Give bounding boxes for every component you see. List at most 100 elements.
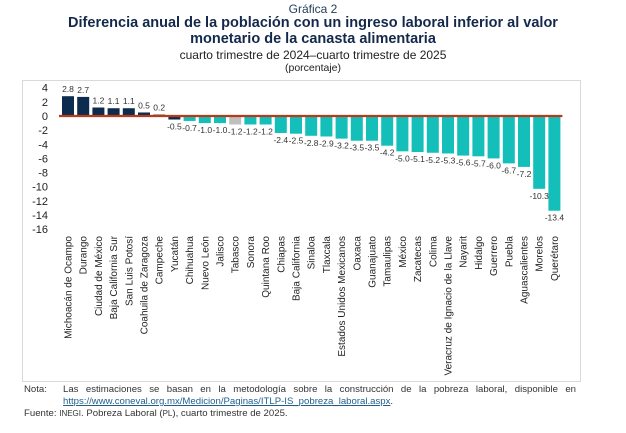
data-label: -6.7 (501, 165, 516, 175)
chart-subtitle: cuarto trimestre de 2024–cuarto trimestr… (179, 48, 447, 62)
data-label: -0.7 (182, 123, 197, 133)
bar (502, 116, 515, 164)
y-tick-label: -10 (32, 182, 48, 194)
data-label: 1.1 (123, 96, 135, 106)
data-label: 1.1 (108, 96, 120, 106)
chart-title: Diferencia anual de la población con un … (0, 15, 626, 47)
x-tick-label: Sinaloa (307, 236, 318, 270)
x-tick-label: Guanajuato (368, 236, 379, 288)
bar (274, 116, 287, 133)
bar (487, 116, 500, 159)
bar (320, 116, 333, 137)
data-label: -5.6 (456, 158, 471, 168)
category-labels: Michoacán de Ocampo Durango Ciudad de Méxi… (64, 235, 561, 375)
bar (472, 116, 485, 157)
data-label: -5.0 (395, 153, 410, 163)
data-label: -10.3 (530, 191, 550, 201)
x-tick-label: Puebla (504, 236, 515, 268)
source-label: Fuente: (24, 408, 57, 419)
x-tick-label: Querétaro (550, 236, 561, 281)
bar (457, 116, 470, 156)
x-tick-label: México (398, 236, 409, 268)
x-tick-label: Baja California (292, 236, 303, 301)
chart-note: Nota: Las estimaciones se basan en la me… (24, 384, 576, 408)
y-tick-label: -14 (32, 210, 48, 222)
x-tick-label: Quintana Roo (261, 236, 272, 298)
data-label: -1.0 (213, 125, 228, 135)
bar (335, 116, 348, 139)
bar (183, 116, 196, 121)
x-tick-label: Coahuila de Zaragoza (140, 236, 151, 335)
x-tick-label: Colima (428, 236, 439, 268)
bar (396, 116, 409, 152)
x-tick-label: Oaxaca (352, 236, 363, 271)
x-tick-label: Chihuahua (185, 236, 196, 285)
data-label: 2.8 (62, 84, 74, 94)
bar (426, 116, 439, 153)
x-tick-label: Ciudad de México (94, 236, 105, 316)
data-label: 2.7 (77, 85, 89, 95)
data-label: 1.2 (92, 96, 104, 106)
bar (381, 116, 394, 146)
x-tick-label: Veracruz de Ignacio de la Llave (444, 236, 455, 376)
y-tick-label: -12 (32, 196, 48, 208)
data-label: -1.0 (197, 125, 212, 135)
note-end: . (390, 396, 394, 407)
y-tick-label: 2 (42, 97, 48, 109)
bar (548, 116, 561, 211)
data-label: -5.2 (425, 155, 440, 165)
x-tick-label: Hidalgo (474, 236, 485, 270)
data-label: -5.7 (471, 158, 486, 168)
data-label: -5.1 (410, 154, 425, 164)
bar (442, 116, 454, 154)
bar (290, 116, 302, 134)
bar (138, 112, 150, 116)
y-tick-label: 4 (42, 83, 48, 95)
bar (411, 116, 424, 153)
bar (533, 116, 546, 189)
y-tick-label: -8 (38, 168, 48, 180)
data-label: -2.4 (273, 135, 288, 145)
bar (214, 116, 226, 124)
x-tick-label: Tabasco (231, 236, 242, 274)
source-org: INEGI (59, 409, 81, 418)
x-tick-label: Tamaulipas (383, 236, 394, 287)
y-tick-label: -2 (38, 125, 48, 137)
source-abbr: PL (162, 409, 173, 418)
data-label: -1.2 (243, 126, 258, 136)
y-axis: 4 2 0 -2 -4 -6 -8 -10 -12 -14 -16 (32, 83, 48, 236)
note-link[interactable]: https://www.coneval.org.mx/Medicion/Pagi… (63, 396, 391, 407)
bar (350, 116, 363, 141)
data-label: -2.8 (304, 138, 319, 148)
chart-frame (22, 80, 581, 382)
x-tick-label: Yucatán (170, 236, 181, 272)
x-tick-label: Morelos (535, 236, 546, 272)
bar (122, 108, 135, 116)
x-tick-label: Nuevo León (200, 236, 211, 290)
note-text: Las estimaciones se basan en la metodolo… (63, 384, 576, 395)
x-tick-label: Campeche (155, 236, 166, 285)
data-label: -2.5 (289, 136, 304, 146)
bar (198, 116, 211, 124)
value-labels: 2.8 2.71.2 1.1 1.1 0.5 0.2-0.5 -0.7 -1.0 -1.0 -1.… (62, 84, 564, 223)
chart-unit: (porcentaje) (284, 62, 342, 74)
bar (518, 116, 530, 167)
chart-title-line-2: monetario de la canasta alimentaria (190, 31, 436, 47)
y-tick-label: -6 (38, 153, 48, 165)
bar (77, 96, 90, 116)
x-tick-label: San Luis Potosí (124, 236, 135, 306)
x-tick-label: Nayarit (459, 236, 470, 268)
bar (259, 116, 272, 125)
data-label: -1.2 (228, 126, 243, 136)
data-label: -4.2 (380, 148, 395, 158)
data-label: -6.0 (486, 160, 501, 170)
x-tick-label: Tlaxcala (322, 236, 333, 274)
data-label: -5.3 (441, 155, 456, 165)
x-tick-label: Sonora (246, 236, 257, 269)
chart-source: Fuente: INEGI. Pobreza Laboral (PL), cua… (24, 408, 288, 420)
x-tick-label: Durango (79, 236, 90, 275)
x-tick-label: Chiapas (276, 236, 287, 273)
data-label: -3.5 (365, 143, 380, 153)
bar (366, 116, 378, 141)
bar (168, 116, 181, 120)
